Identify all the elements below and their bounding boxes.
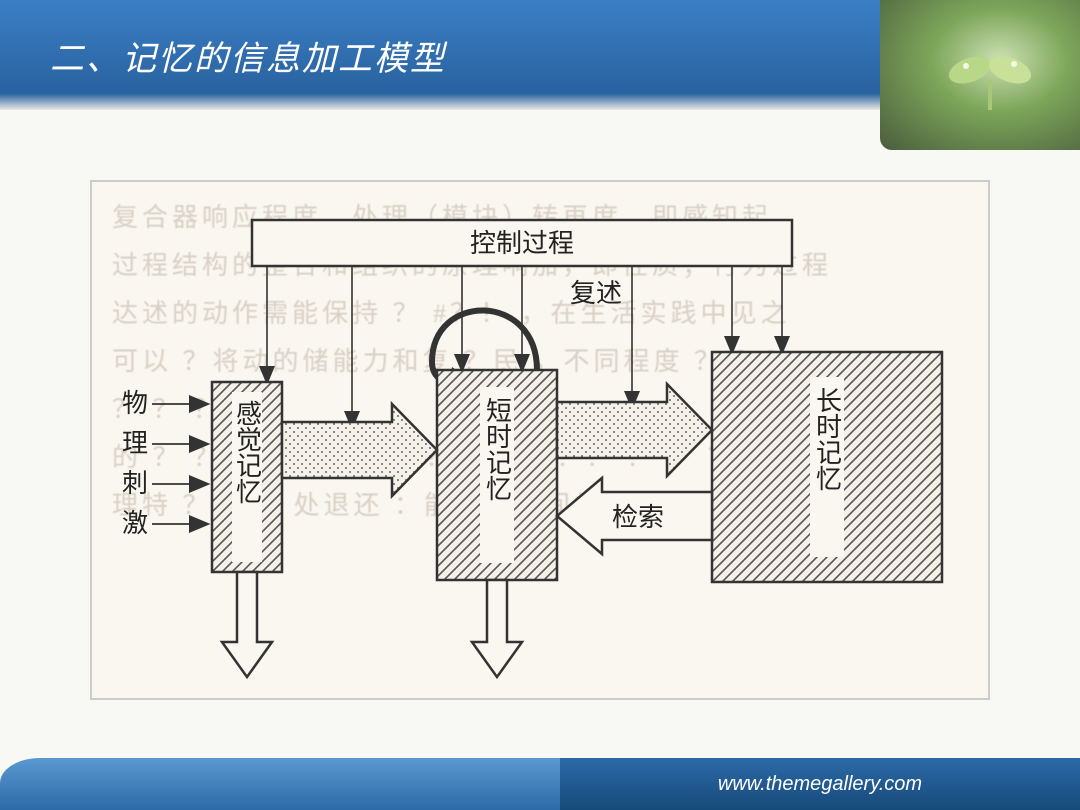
footer-bar-left bbox=[0, 758, 560, 810]
rehearsal-label: 复述 bbox=[570, 279, 622, 308]
svg-text:物: 物 bbox=[122, 389, 148, 418]
input-stimuli: 物 理 刺 激 bbox=[122, 389, 207, 538]
memory-model-diagram: 复合器响应程度，处理（模块）转再度，即感知起 过程结构的整合和组织的原理响加，即… bbox=[90, 180, 990, 700]
sprout-icon bbox=[940, 40, 1040, 120]
retrieval-label: 检索 bbox=[612, 503, 664, 532]
slide-title: 二、记忆的信息加工模型 bbox=[50, 31, 446, 80]
flowchart-svg: 控制过程 复述 感觉记忆 短时记忆 长时记忆 bbox=[92, 182, 992, 702]
corner-decoration bbox=[880, 0, 1080, 150]
longterm-label: 长时记忆 bbox=[813, 387, 842, 491]
sensory-label: 感觉记忆 bbox=[233, 400, 262, 504]
shortterm-label: 短时记忆 bbox=[483, 397, 512, 501]
output-arrow-sensory bbox=[222, 572, 272, 677]
svg-text:激: 激 bbox=[122, 509, 148, 538]
arrow-short-to-long bbox=[557, 384, 712, 476]
arrow-sensory-to-short bbox=[282, 404, 437, 496]
footer-url: www.themegallery.com bbox=[718, 773, 922, 796]
control-label: 控制过程 bbox=[470, 229, 574, 258]
svg-text:理: 理 bbox=[122, 429, 148, 458]
svg-text:刺: 刺 bbox=[122, 469, 148, 498]
output-arrow-short bbox=[472, 580, 522, 677]
footer-bar-right: www.themegallery.com bbox=[560, 758, 1080, 810]
slide-footer: www.themegallery.com bbox=[0, 758, 1080, 810]
arrow-retrieval: 检索 bbox=[557, 478, 712, 554]
